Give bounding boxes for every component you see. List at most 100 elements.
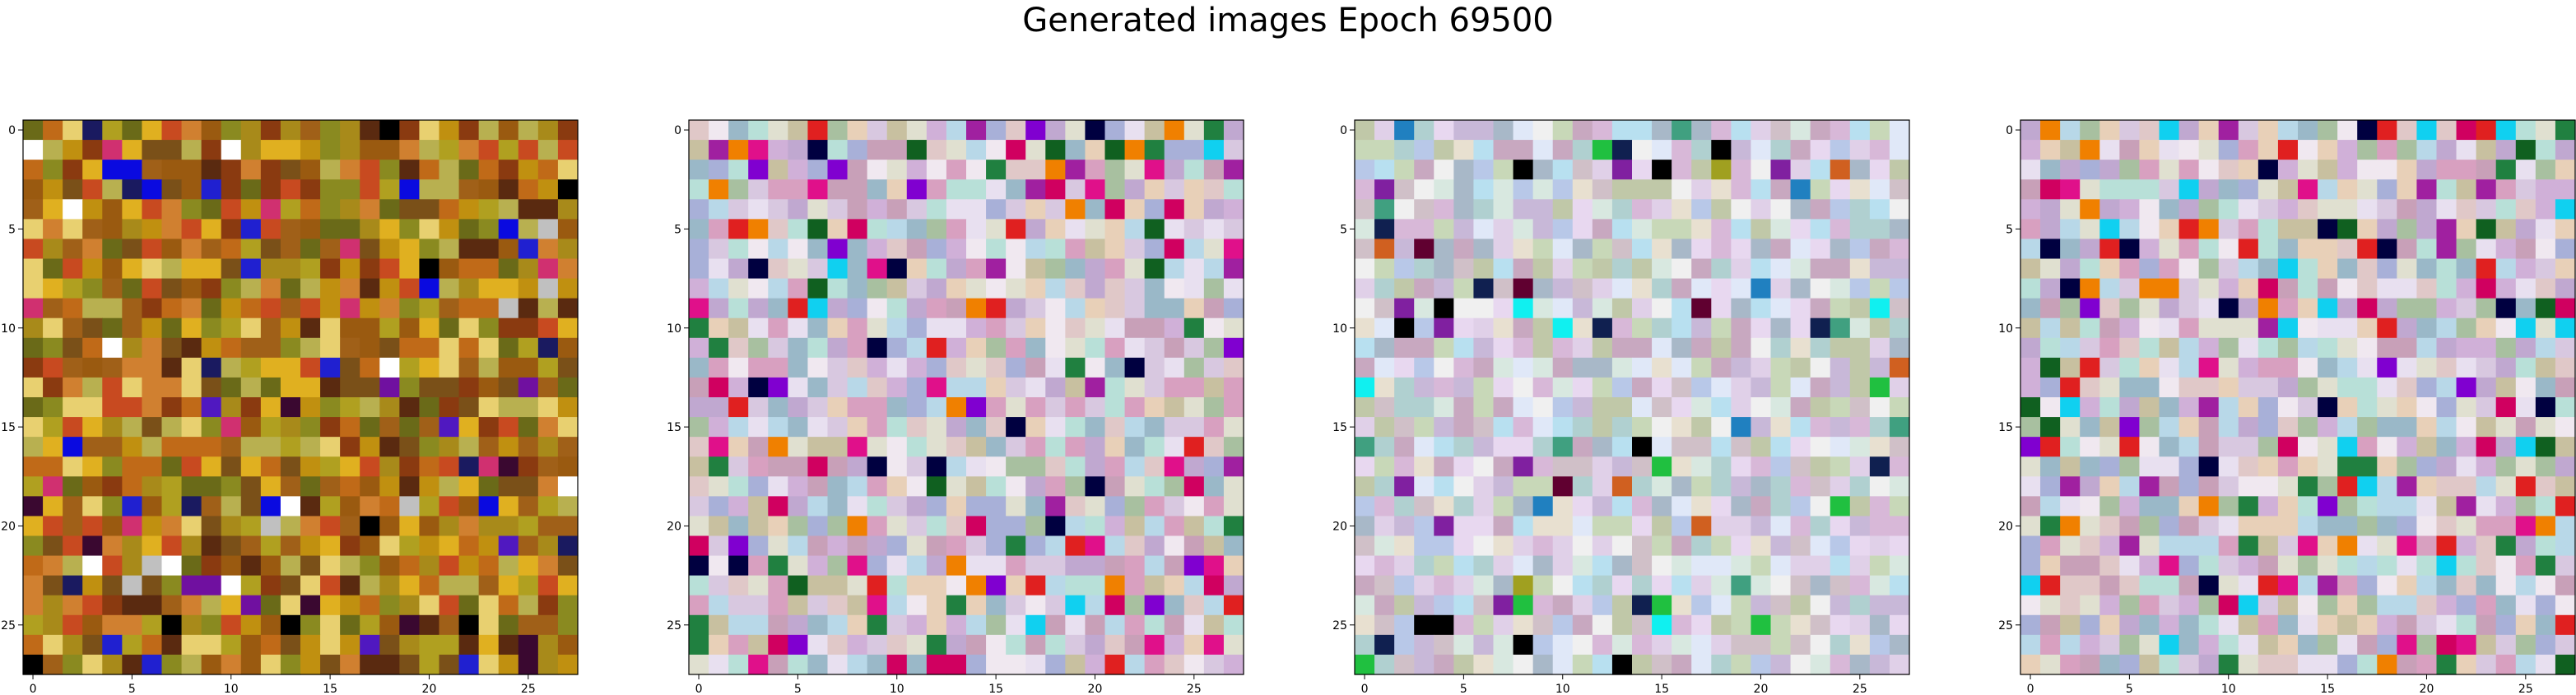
pixel-cell [1473,219,1495,240]
pixel-cell [827,535,849,557]
pixel-cell [478,397,500,418]
pixel-cell [2119,317,2141,339]
pixel-cell [1572,476,1593,497]
pixel-cell [2099,377,2120,398]
pixel-cell [867,476,888,497]
pixel-cell [458,417,480,438]
pixel-cell [1394,417,1415,438]
pixel-cell [2357,397,2378,418]
pixel-cell [1810,357,1831,378]
pixel-cell [2060,417,2081,438]
pixel-cell [847,298,868,319]
y-tick-label: 15 [667,421,681,434]
pixel-cell [2476,219,2497,240]
pixel-cell [419,397,440,418]
pixel-cell [1374,219,1395,240]
pixel-cell [1124,496,1146,517]
pixel-cell [379,595,400,616]
pixel-cell [498,496,519,517]
pixel-cell [2515,437,2536,457]
pixel-cell [2198,160,2220,180]
pixel-cell [300,317,321,339]
pixel-cell [1473,437,1495,457]
pixel-cell [2357,199,2378,220]
pixel-cell [1374,417,1395,438]
pixel-cell [1611,258,1633,280]
pixel-cell [1830,120,1851,141]
pixel-cell [379,278,400,299]
pixel-cell [2397,516,2418,537]
pixel-cell [161,239,183,260]
pixel-cell [926,456,947,477]
pixel-cell [1355,298,1375,319]
pixel-cell [2060,140,2081,160]
pixel-cell [1552,298,1574,319]
pixel-cell [1731,120,1752,141]
pixel-cell [557,614,579,636]
pixel-cell [1124,417,1146,438]
pixel-cell [1513,278,1534,299]
pixel-cell [1203,614,1225,636]
pixel-cell [1572,179,1593,200]
pixel-cell [689,476,709,497]
pixel-cell [478,456,500,477]
pixel-cell [1104,437,1126,457]
pixel-cell [867,595,888,616]
pixel-cell [1045,140,1066,160]
pixel-cell [201,377,222,398]
pixel-cell [122,614,143,636]
pixel-cell [2139,317,2160,339]
pixel-cell [142,199,163,220]
pixel-cell [122,476,143,497]
pixel-cell [2099,595,2120,616]
pixel-cell [2218,199,2239,220]
pixel-cell [1183,278,1205,299]
pixel-cell [537,317,559,339]
pixel-cell [280,555,301,577]
pixel-cell [1473,357,1495,378]
x-tick-label: 25 [521,683,536,695]
pixel-cell [2555,278,2576,299]
pixel-cell [2397,634,2418,656]
pixel-cell [1790,278,1811,299]
pixel-cell [709,496,729,517]
pixel-cell [1006,239,1026,260]
pixel-cell [537,654,559,675]
pixel-cell [946,239,967,260]
pixel-cell [2020,377,2041,398]
pixel-cell [181,278,202,299]
pixel-cell [1572,377,1593,398]
pixel-cell [2436,357,2457,378]
pixel-cell [2159,397,2180,418]
pixel-cell [419,417,440,438]
pixel-cell [2238,476,2259,497]
pixel-cell [1849,555,1871,577]
pixel-cell [1770,377,1792,398]
pixel-cell [827,298,849,319]
pixel-cell [1770,496,1792,517]
pixel-cell [1374,614,1395,636]
pixel-cell [439,258,460,280]
pixel-cell [1144,595,1165,616]
pixel-cell [1611,437,1633,457]
pixel-cell [1065,516,1086,537]
pixel-cell [1473,575,1495,596]
pixel-cell [161,199,183,220]
pixel-cell [1164,239,1185,260]
pixel-cell [458,377,480,398]
pixel-cell [102,317,123,339]
pixel-cell [320,337,341,359]
pixel-cell [518,437,539,457]
pixel-cell [142,258,163,280]
pixel-cell [1144,437,1165,457]
pixel-cell [1889,555,1910,577]
pixel-cell [537,417,559,438]
pixel-cell [2178,535,2200,557]
pixel-cell [1045,555,1066,577]
pixel-cell [1355,476,1375,497]
pixel-cell [2456,496,2477,517]
pixel-cell [2020,258,2041,280]
pixel-cell [1611,634,1633,656]
pixel-cell [240,575,262,596]
pixel-cell [2416,258,2438,280]
